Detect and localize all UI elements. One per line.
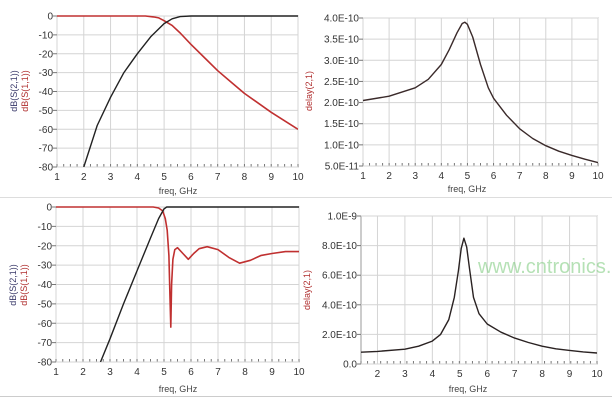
y-tick-label: 4.0E-10 (322, 300, 357, 311)
y-tick-label: 1.0E-9 (328, 212, 358, 223)
chart-2: 1 2 3 4 5 6 7 8 9 10 4.0E-10 3.5E-10 3.0E-10 2.5E-10 2… (304, 14, 604, 195)
x-tick-label: 10 (293, 367, 305, 378)
series-line-db-s-2-1- (83, 15, 298, 167)
x-tick-label: 4 (134, 367, 140, 378)
y-tick-label: -70 (39, 144, 54, 155)
x-tick-label: 10 (591, 369, 603, 380)
chart-3: 1 2 3 4 5 6 7 8 9 10 0 -10 -20 -30 -40 -50 -60 -70 -80 freq… (8, 203, 305, 395)
y-tick-label: 2.5E-10 (324, 77, 359, 88)
x-tick-label: 7 (517, 171, 523, 182)
y-tick-label: -80 (38, 358, 53, 369)
watermark: www.cntronics.com (478, 256, 612, 278)
y-tick-label: 3.5E-10 (324, 35, 359, 46)
y-tick-label: 2.0E-10 (324, 98, 359, 109)
y-tick-label: -80 (39, 163, 54, 174)
x-tick-label: 9 (567, 369, 573, 380)
x-axis-label: freq, GHz (449, 384, 488, 394)
x-tick-label: 2 (81, 172, 87, 183)
y-axis-label: dB(S(2,1)) (9, 70, 19, 112)
series-line-delay-2-1- (363, 21, 598, 164)
x-tick-label: 6 (484, 369, 490, 380)
y-tick-label: 4.0E-10 (324, 14, 359, 25)
x-tick-label: 10 (292, 172, 304, 183)
x-tick-label: 5 (161, 367, 167, 378)
x-tick-label: 10 (592, 171, 604, 182)
x-tick-label: 3 (108, 172, 114, 183)
y-axis-label: dB(S(2,1)) (8, 264, 18, 306)
y-tick-label: 1.0E-10 (324, 140, 359, 151)
y-tick-label: -20 (39, 49, 54, 60)
x-tick-label: 2 (80, 367, 86, 378)
y-tick-label: 8.0E-10 (322, 241, 357, 252)
y-tick-label: -10 (39, 30, 54, 41)
y-tick-label: -50 (39, 106, 54, 117)
x-tick-label: 5 (161, 172, 167, 183)
y-tick-label: -40 (39, 87, 54, 98)
x-tick-label: 4 (135, 172, 141, 183)
y-tick-label: -30 (39, 68, 54, 79)
y-tick-label: -70 (38, 338, 53, 349)
x-tick-label: 6 (491, 171, 497, 182)
y-axis-label: delay(2,1) (304, 71, 314, 111)
y-tick-label: 6.0E-10 (322, 271, 357, 282)
y-tick-label: -10 (38, 222, 53, 233)
series-line-db-s-1-1- (56, 206, 299, 328)
x-tick-label: 8 (242, 367, 248, 378)
y-tick-label: -40 (38, 280, 53, 291)
y-tick-label: -60 (38, 319, 53, 330)
x-tick-label: 7 (215, 367, 221, 378)
x-tick-label: 1 (53, 367, 59, 378)
x-tick-label: 8 (543, 171, 549, 182)
x-tick-label: 8 (242, 172, 248, 183)
y-tick-label: -50 (38, 299, 53, 310)
divider (0, 396, 612, 397)
y-axis-label: dB(S(1,1)) (19, 264, 29, 306)
y-axis-label: delay(2,1) (302, 270, 312, 310)
x-axis-label: freq, GHz (159, 384, 198, 394)
x-tick-label: 3 (412, 171, 418, 182)
series-line-db-s-2-1- (99, 206, 299, 362)
y-tick-label: 5.0E-11 (325, 162, 360, 173)
x-tick-label: 8 (539, 369, 545, 380)
divider (0, 197, 612, 198)
y-tick-label: -30 (38, 261, 53, 272)
x-axis-label: freq, GHz (159, 186, 198, 196)
series-line-db-s-1-1- (57, 15, 298, 130)
y-tick-label: 0 (47, 12, 53, 23)
y-tick-label: 2.0E-10 (322, 330, 357, 341)
x-tick-label: 4 (439, 171, 445, 182)
x-tick-label: 1 (360, 171, 366, 182)
x-tick-label: 2 (375, 369, 381, 380)
plot-area (360, 215, 598, 365)
x-tick-label: 2 (386, 171, 392, 182)
y-tick-label: -60 (39, 125, 54, 136)
series-line-delay-2-1- (361, 237, 597, 354)
y-tick-label: 0.0 (343, 360, 357, 371)
x-tick-label: 4 (430, 369, 436, 380)
x-tick-label: 9 (269, 367, 275, 378)
y-tick-label: 3.0E-10 (324, 56, 359, 67)
y-tick-label: 1.5E-10 (324, 119, 359, 130)
x-tick-label: 9 (569, 171, 575, 182)
y-tick-label: -20 (38, 241, 53, 252)
chart-1: 1 2 3 4 5 6 7 8 9 10 0 -10 -20 -30 -40 -50 -60 -70 -80 freq… (9, 12, 304, 197)
x-tick-label: 1 (54, 172, 60, 183)
chart-4: 2 3 4 5 6 7 8 9 10 1.0E-9 8.0E-10 6.0E-10 4.0E-10 2.0… (302, 212, 603, 395)
x-tick-label: 6 (188, 172, 194, 183)
x-tick-label: 6 (188, 367, 194, 378)
x-tick-label: 7 (512, 369, 518, 380)
plot-area (362, 17, 599, 167)
x-tick-label: 7 (215, 172, 221, 183)
x-axis-label: freq, GHz (448, 184, 487, 194)
x-tick-label: 5 (457, 369, 463, 380)
y-axis-label: dB(S(1,1)) (20, 70, 30, 112)
y-tick-label: 0 (46, 203, 52, 214)
x-tick-label: 9 (268, 172, 274, 183)
x-tick-label: 3 (402, 369, 408, 380)
x-tick-label: 5 (465, 171, 471, 182)
x-tick-label: 3 (107, 367, 113, 378)
